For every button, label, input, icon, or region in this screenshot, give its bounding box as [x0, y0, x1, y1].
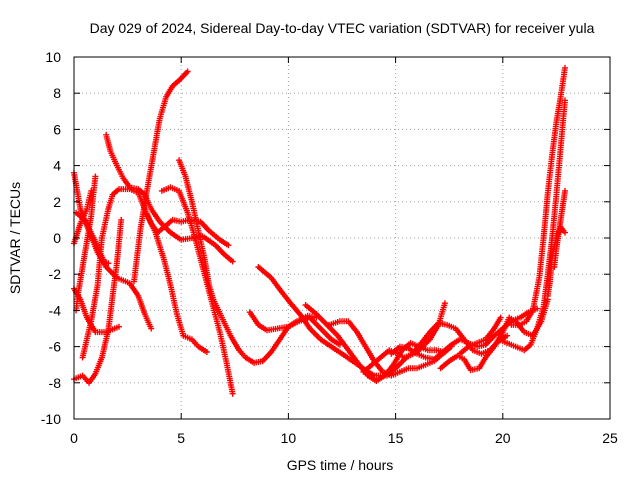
series-track-12 — [176, 157, 343, 366]
data-point-markers — [143, 211, 210, 355]
y-tick-label: 4 — [53, 158, 61, 174]
series-track-08 — [103, 131, 236, 265]
y-axis-label: SDTVAR / TECUs — [7, 182, 23, 294]
y-tick-label: -2 — [49, 266, 62, 282]
series-track-13 — [246, 309, 320, 334]
tick-layer: 0 5 10 15 20 25 -10 -8 -6 -4 -2 0 2 4 6 8 10 — [41, 49, 618, 446]
grid-layer — [74, 57, 610, 419]
x-tick-label: 15 — [388, 430, 404, 446]
chart-title: Day 029 of 2024, Sidereal Day-to-day VTE… — [90, 20, 595, 36]
x-tick-label: 10 — [281, 430, 297, 446]
data-layer — [71, 64, 568, 397]
series-track-20 — [456, 314, 504, 357]
x-tick-label: 0 — [70, 430, 78, 446]
y-tick-label: 10 — [45, 49, 61, 65]
x-tick-label: 20 — [495, 430, 511, 446]
series-track-14 — [255, 264, 448, 379]
data-point-markers — [246, 309, 320, 334]
y-tick-label: 0 — [53, 230, 61, 246]
data-point-markers — [73, 173, 99, 314]
y-tick-label: -10 — [41, 411, 61, 427]
series-track-22 — [508, 64, 568, 328]
x-tick-label: 5 — [177, 430, 185, 446]
y-tick-label: 2 — [53, 194, 61, 210]
x-tick-label: 25 — [602, 430, 618, 446]
series-track-09 — [131, 68, 191, 285]
data-point-markers — [158, 184, 236, 397]
series-track-17 — [360, 320, 511, 375]
series-track-11 — [158, 184, 236, 397]
y-tick-label: -6 — [49, 339, 62, 355]
data-point-markers — [103, 131, 236, 265]
data-point-markers — [255, 264, 448, 379]
series-track-10 — [143, 211, 210, 355]
y-tick-label: -4 — [49, 302, 62, 318]
series-track-07 — [73, 173, 99, 314]
data-point-markers — [131, 68, 191, 285]
y-tick-label: 6 — [53, 121, 61, 137]
data-point-markers — [551, 187, 568, 270]
data-point-markers — [456, 314, 504, 357]
x-axis-label: GPS time / hours — [287, 457, 394, 473]
data-point-markers — [508, 64, 568, 328]
series-track-24 — [551, 187, 568, 270]
y-tick-label: 8 — [53, 85, 61, 101]
y-tick-label: -8 — [49, 375, 62, 391]
data-point-markers — [176, 157, 343, 366]
data-point-markers — [360, 320, 511, 375]
